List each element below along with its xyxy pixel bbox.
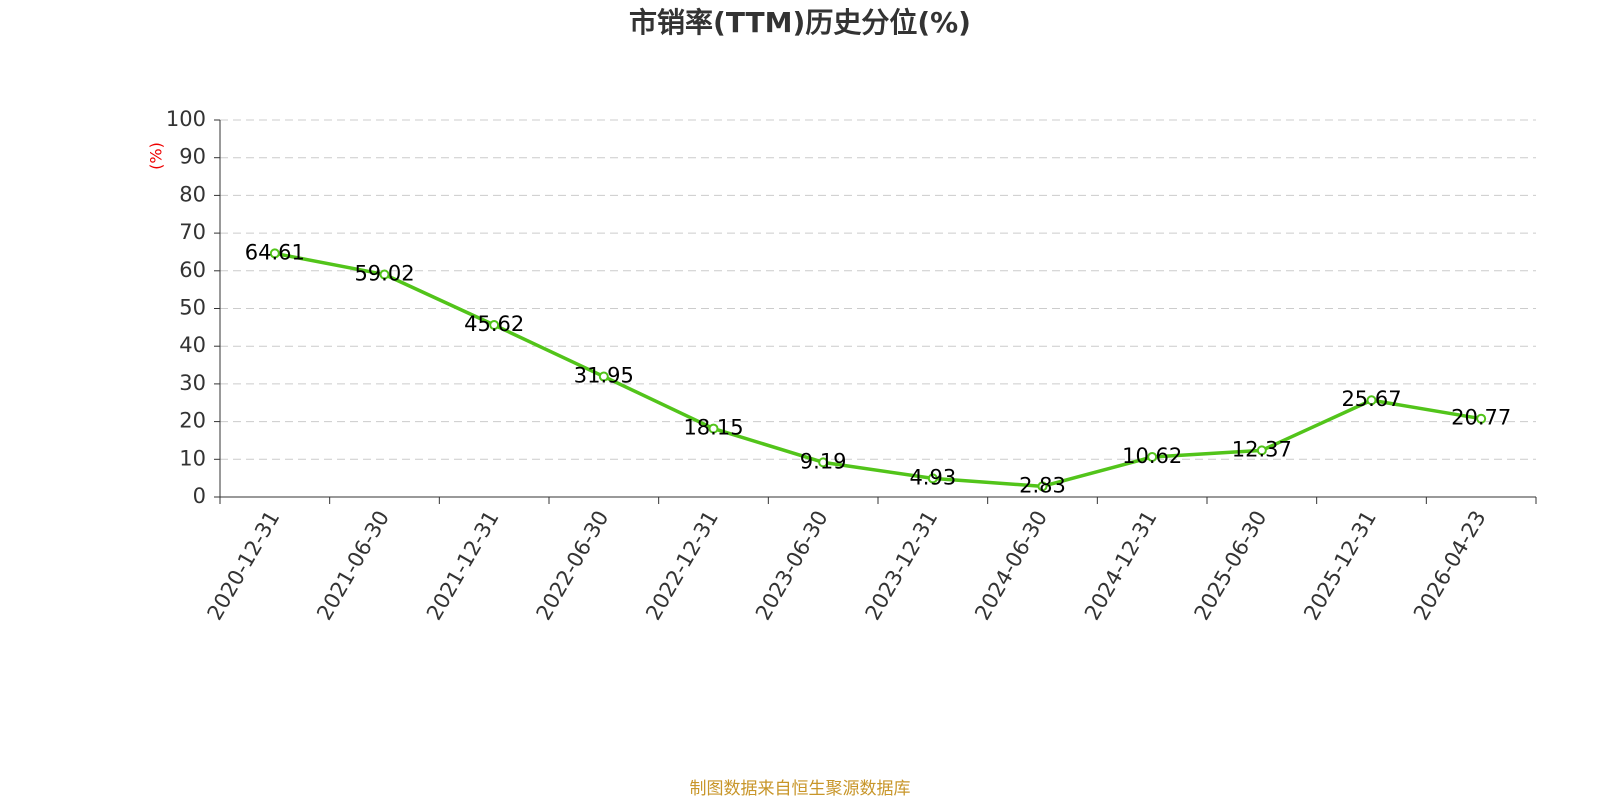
x-tick-label: 2026-04-23 — [1409, 507, 1491, 625]
data-point — [489, 320, 500, 331]
data-label: 4.93 — [909, 465, 956, 489]
data-point — [1037, 481, 1048, 492]
x-tick-label: 2023-06-30 — [751, 507, 833, 625]
x-tick-label: 2024-12-31 — [1080, 507, 1162, 625]
data-label: 45.62 — [464, 312, 524, 336]
x-tick-label: 2021-12-31 — [422, 506, 504, 624]
data-point — [379, 269, 390, 280]
data-label: 10.62 — [1122, 444, 1182, 468]
data-label: 59.02 — [354, 261, 414, 285]
data-label: 64.61 — [245, 240, 305, 264]
data-label: 9.19 — [800, 449, 847, 473]
data-label: 18.15 — [683, 416, 743, 440]
data-label: 25.67 — [1341, 387, 1401, 411]
y-tick-label: 80 — [179, 182, 206, 206]
data-point — [708, 423, 719, 434]
y-tick-label: 50 — [179, 296, 206, 320]
y-tick-label: 0 — [193, 484, 206, 508]
data-point — [818, 457, 829, 468]
y-tick-label: 40 — [179, 333, 206, 357]
x-tick-label: 2020-12-31 — [203, 507, 285, 625]
x-tick-label: 2025-12-31 — [1299, 507, 1381, 625]
data-point — [598, 371, 609, 382]
data-point — [1256, 445, 1267, 456]
data-point — [927, 473, 938, 484]
data-point — [1476, 413, 1487, 424]
data-label: 2.83 — [1019, 473, 1066, 497]
y-tick-label: 10 — [179, 446, 206, 470]
y-tick-label: 70 — [179, 220, 206, 244]
x-tick-label: 2021-06-30 — [312, 507, 394, 625]
x-tick-label: 2022-06-30 — [532, 507, 614, 625]
data-point — [1366, 395, 1377, 406]
x-tick-label: 2023-12-31 — [861, 506, 943, 624]
y-tick-label: 100 — [166, 107, 206, 131]
data-point — [269, 248, 280, 259]
y-tick-label: 90 — [179, 145, 206, 169]
x-tick-label: 2025-06-30 — [1190, 507, 1272, 625]
x-tick-label: 2024-06-30 — [970, 507, 1052, 625]
y-tick-label: 60 — [179, 258, 206, 282]
data-label: 12.37 — [1232, 437, 1292, 461]
data-line — [274, 251, 1482, 489]
chart-title: 市销率(TTM)历史分位(%) — [629, 6, 971, 39]
source-note: 制图数据来自恒生聚源数据库 — [690, 779, 911, 799]
x-tick-label: 2022-12-31 — [641, 507, 723, 625]
y-tick-label: 30 — [179, 371, 206, 395]
y-axis-label: (%) — [147, 142, 166, 170]
y-tick-label: 20 — [179, 409, 206, 433]
data-point — [1147, 451, 1158, 462]
data-label: 31.95 — [574, 364, 634, 388]
data-label: 20.77 — [1451, 406, 1511, 430]
